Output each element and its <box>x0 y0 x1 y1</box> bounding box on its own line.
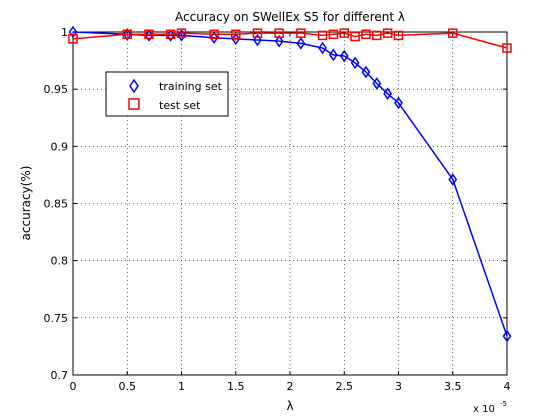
x-tick-label: 3 <box>395 380 402 393</box>
data-point-training-set <box>383 87 393 101</box>
x-axis-exponent: x 10 <box>473 404 495 415</box>
y-tick-label: 0.7 <box>51 369 69 382</box>
x-tick-label: 0 <box>70 380 77 393</box>
data-point-test-set <box>296 28 306 38</box>
data-point-training-set <box>68 25 78 39</box>
legend-marker-training-set <box>129 78 139 94</box>
data-point-test-set <box>317 30 328 41</box>
series-layer <box>68 25 512 343</box>
legend-label-test-set: test set <box>159 99 201 112</box>
data-point-training-set <box>448 173 458 186</box>
data-point-test-set <box>393 30 404 41</box>
data-point-training-set <box>394 96 403 110</box>
legend-box <box>105 71 229 117</box>
data-point-test-set <box>274 28 284 38</box>
data-point-training-set <box>502 329 512 343</box>
series-line-test-set <box>72 32 508 49</box>
data-point-test-set <box>361 29 371 40</box>
y-tick-label: 0.8 <box>51 255 69 268</box>
data-point-test-set <box>176 28 187 38</box>
series-test-set <box>68 28 512 53</box>
data-point-training-set <box>350 56 360 70</box>
tick-labels: 0 0.5 1 1.5 2 2.5 3 3.5 4 0.7 0.75 0.8 0.85 0.9 0.95 1 <box>44 26 511 393</box>
y-tick-label: 1 <box>61 26 68 39</box>
data-point-training-set <box>122 27 132 41</box>
data-point-test-set <box>122 29 132 40</box>
data-point-training-set <box>209 31 219 45</box>
x-tick-label: 1 <box>178 380 185 393</box>
data-point-training-set <box>339 49 349 63</box>
data-point-test-set <box>502 43 512 53</box>
data-point-test-set <box>165 29 176 40</box>
x-tick-label: 1.5 <box>227 380 245 393</box>
data-point-test-set <box>328 29 339 40</box>
data-point-test-set <box>231 29 241 40</box>
legend-marker-test-set <box>128 98 140 110</box>
data-point-test-set <box>144 29 154 40</box>
y-axis-label: accuracy(%) <box>19 166 33 241</box>
x-tick-label: 2 <box>287 380 294 393</box>
data-point-training-set <box>274 34 284 48</box>
y-tick-label: 0.95 <box>44 83 69 96</box>
data-point-test-set <box>448 28 458 38</box>
x-tick-label: 2.5 <box>336 380 354 393</box>
data-point-test-set <box>68 34 78 44</box>
data-point-test-set <box>209 29 219 40</box>
x-tick-label: 0.5 <box>119 380 137 393</box>
x-axis-exponent-power: -5 <box>500 400 507 408</box>
y-tick-label: 0.9 <box>51 140 69 153</box>
data-point-test-set <box>350 31 360 42</box>
data-point-training-set <box>328 48 338 62</box>
data-point-training-set <box>361 65 371 79</box>
x-axis-label: λ <box>286 399 293 413</box>
data-point-training-set <box>253 33 262 47</box>
data-point-training-set <box>318 41 327 55</box>
y-tick-label: 0.75 <box>44 312 69 325</box>
data-point-test-set <box>339 28 349 38</box>
data-point-test-set <box>382 28 393 38</box>
data-point-test-set <box>372 30 382 41</box>
data-point-test-set <box>252 28 263 38</box>
chart-title: Accuracy on SWellEx S5 for different λ <box>175 10 405 24</box>
legend-label-training-set: training set <box>159 80 223 93</box>
x-tick-label: 3.5 <box>444 380 462 393</box>
data-point-training-set <box>231 32 241 46</box>
x-tick-label: 4 <box>504 380 511 393</box>
data-point-training-set <box>372 77 382 90</box>
y-tick-label: 0.85 <box>44 198 69 211</box>
plot-frame <box>72 31 508 376</box>
legend: training set test set <box>105 71 229 117</box>
data-point-training-set <box>296 37 306 50</box>
